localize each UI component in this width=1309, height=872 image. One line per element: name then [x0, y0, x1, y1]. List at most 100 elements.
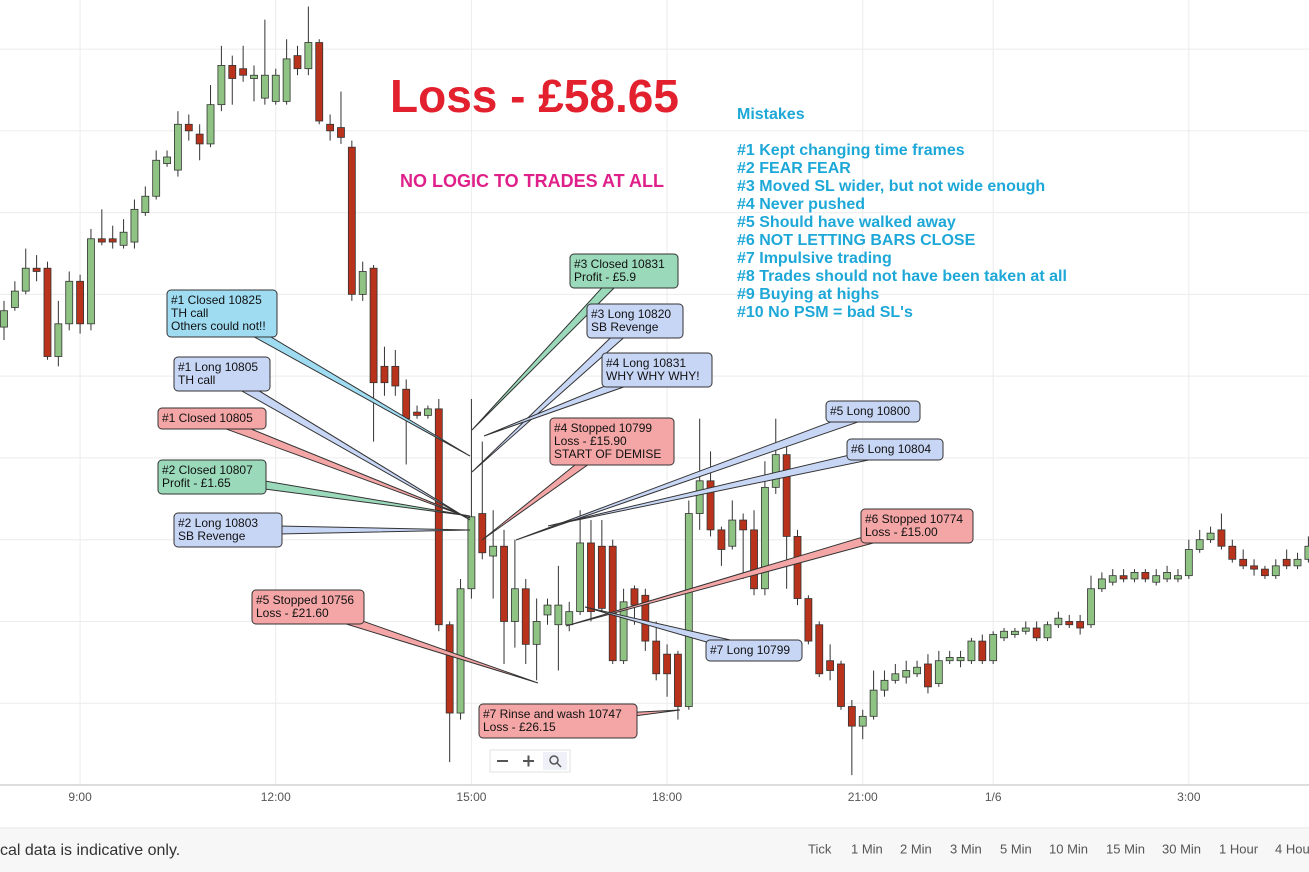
callout: #7 Long 10799: [584, 606, 803, 662]
candle-body: [945, 657, 954, 662]
callout-box: [157, 459, 267, 495]
timeframe-button[interactable]: 4 Hour: [1275, 841, 1309, 856]
callout-text: START OF DEMISE: [554, 447, 661, 461]
callout-text: #1 Closed 10825: [171, 293, 262, 307]
candle-body: [1282, 558, 1291, 567]
candle-body: [1239, 558, 1248, 567]
timeframe-button[interactable]: 30 Min: [1162, 841, 1201, 856]
candle-body: [43, 267, 52, 357]
mistake-item: #3 Moved SL wider, but not wide enough: [737, 178, 1045, 195]
zoom-reset[interactable]: [543, 752, 567, 770]
candle-body: [32, 267, 41, 272]
timeframe-button[interactable]: 1 Hour: [1219, 841, 1259, 856]
candle-body: [217, 65, 226, 106]
mistake-item: #5 Should have walked away: [737, 214, 956, 231]
callout-box: [586, 303, 684, 339]
candle-body: [467, 516, 476, 590]
candle-body: [532, 621, 541, 645]
x-tick-label: 21:00: [848, 790, 878, 804]
timeframe-button[interactable]: 15 Min: [1106, 841, 1145, 856]
candle-body: [934, 660, 943, 685]
mistakes-title: Mistakes: [737, 106, 805, 123]
x-tick-label: 1/6: [985, 790, 1002, 804]
zoom-in[interactable]: [523, 755, 534, 767]
candle-body: [543, 604, 552, 616]
candle-body: [771, 454, 780, 488]
candle-body: [978, 640, 987, 662]
callout: #1 Closed 10805: [157, 407, 471, 519]
callout-box: [251, 589, 365, 625]
callout-text: #6 Long 10804: [851, 442, 931, 456]
candle-body: [902, 670, 911, 678]
candle-body: [184, 123, 193, 132]
candle-body: [847, 706, 856, 727]
headline: Loss - £58.65: [390, 70, 679, 122]
candle-body: [1217, 529, 1226, 547]
timeframe-button[interactable]: Tick: [808, 841, 832, 856]
timeframe-button[interactable]: 5 Min: [1000, 841, 1032, 856]
candle-body: [260, 74, 269, 99]
candle-body: [119, 231, 128, 246]
x-tick-label: 18:00: [652, 790, 682, 804]
candle-body: [1174, 575, 1182, 580]
mistake-item: #10 No PSM = bad SL's: [737, 304, 913, 321]
candles: [0, 6, 1309, 776]
candle-body: [924, 663, 932, 688]
mistake-item: #1 Kept changing time frames: [737, 142, 965, 159]
candle-body: [826, 660, 835, 671]
candle-body: [271, 74, 280, 102]
timeframe-button[interactable]: 2 Min: [900, 841, 932, 856]
subheadline: NO LOGIC TO TRADES AT ALL: [400, 171, 664, 191]
callout-box: [173, 512, 283, 548]
mistake-item: #8 Trades should not have been taken at …: [737, 268, 1067, 285]
callout-text: #5 Stopped 10756: [256, 593, 354, 607]
callout-box: [549, 417, 675, 466]
candle-body: [54, 323, 63, 357]
candle-body: [989, 634, 998, 662]
candle-body: [1087, 588, 1095, 626]
callout-box: [705, 639, 803, 662]
callout-text: Others could not!!: [171, 319, 266, 333]
candle-body: [630, 588, 639, 606]
candle-body: [304, 42, 313, 70]
disclaimer: cal data is indicative only.: [0, 842, 180, 859]
callout-text: WHY WHY WHY!: [606, 369, 700, 383]
candle-body: [1184, 549, 1193, 577]
callout-text: #1 Closed 10805: [162, 411, 253, 425]
callout-text: #5 Long 10800: [830, 404, 910, 418]
candle-body: [521, 588, 530, 645]
candle-body: [608, 545, 617, 662]
candle-body: [163, 156, 171, 164]
timeframe-button[interactable]: 3 Min: [950, 841, 982, 856]
candle-body: [1271, 565, 1280, 577]
callout-text: Loss - £15.90: [554, 434, 627, 448]
timeframe-button[interactable]: 1 Min: [851, 841, 883, 856]
timeframe-button[interactable]: 10 Min: [1049, 841, 1088, 856]
candle-body: [87, 238, 95, 325]
candle-body: [619, 601, 628, 662]
timeframe-selector: Tick 1 Min 2 Min 3 Min 5 Min 10 Min 15 Min 30 M…: [808, 841, 1309, 856]
callout-box: [173, 356, 271, 392]
callout-text: #3 Long 10820: [591, 307, 671, 321]
candle-body: [706, 480, 715, 531]
candle-body: [141, 195, 150, 214]
candle-body: [0, 310, 8, 328]
mistake-item: #9 Buying at highs: [737, 286, 879, 303]
candle-body: [761, 486, 769, 590]
callout-box: [157, 407, 267, 430]
callout-text: Profit - £1.65: [162, 476, 231, 490]
callout-text: #4 Long 10831: [606, 356, 686, 370]
candle-body: [1054, 617, 1063, 626]
candle-body: [837, 663, 845, 707]
candle-body: [108, 238, 117, 243]
candle-body: [782, 454, 791, 537]
candle-body: [1141, 571, 1150, 580]
candle-body: [445, 624, 454, 714]
candle-body: [239, 68, 248, 76]
